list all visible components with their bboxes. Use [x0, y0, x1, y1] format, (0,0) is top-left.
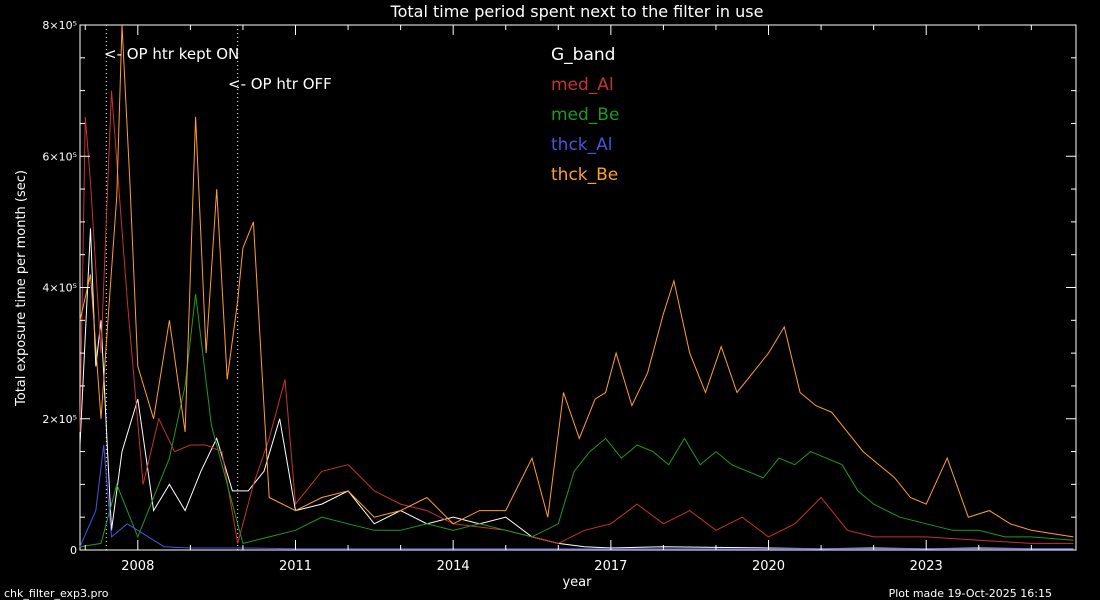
x-tick-label: 2023 [910, 559, 943, 574]
annotation-op-htr-off: <- OP htr OFF [228, 75, 332, 93]
x-axis-label: year [562, 575, 592, 590]
series-layer [79, 24, 1074, 550]
series-line-med-al [79, 90, 1074, 544]
plot-frame [79, 24, 1077, 551]
legend-entry-thck-al: thck_Al [551, 135, 612, 155]
legend-entry-thck-be: thck_Be [551, 165, 618, 185]
footer-program-name: chk_filter_exp3.pro [4, 587, 109, 600]
series-line-thck-be [79, 24, 1074, 538]
chart-title: Total time period spent next to the filt… [390, 2, 764, 21]
series-line-thck-al [79, 444, 1074, 550]
series-line-med-be [79, 294, 1074, 548]
legend-entry-med-al: med_Al [551, 75, 614, 95]
x-axis-ticks: 2008 2011 2014 2017 2020 2023 [84, 25, 1032, 574]
y-tick-label: 2×10⁵ [42, 413, 77, 426]
legend-entry-g-band: G_band [551, 45, 615, 65]
x-tick-label: 2014 [437, 559, 470, 574]
y-axis-label: Total exposure time per month (sec) [14, 170, 29, 407]
legend-entry-med-be: med_Be [551, 105, 619, 125]
series-line-g-band [79, 228, 1074, 550]
y-tick-label: 4×10⁵ [42, 282, 77, 295]
x-tick-label: 2011 [279, 559, 312, 574]
y-tick-label: 8×10⁵ [42, 19, 77, 32]
footer-plot-made: Plot made 19-Oct-2025 16:15 [889, 587, 1052, 600]
annotation-op-htr-on: <- OP htr kept ON [104, 45, 239, 63]
y-axis-ticks: 0 2×10⁵ 4×10⁵ 6×10⁵ 8×10⁵ [42, 19, 1076, 557]
x-tick-label: 2008 [121, 559, 154, 574]
y-tick-label: 0 [70, 544, 77, 557]
x-tick-label: 2017 [594, 559, 627, 574]
x-tick-label: 2020 [752, 559, 785, 574]
legend: G_band med_Al med_Be thck_Al thck_Be [551, 45, 619, 185]
y-tick-label: 6×10⁵ [42, 150, 77, 163]
